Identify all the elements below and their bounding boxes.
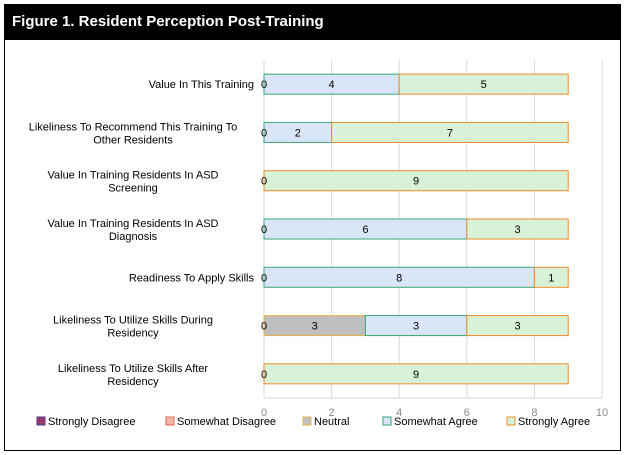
bar-segment [398, 73, 569, 95]
x-tick-label: 6 [464, 407, 470, 419]
legend-label: Neutral [314, 416, 349, 428]
data-label: 3 [413, 321, 419, 333]
data-label: 6 [362, 224, 368, 236]
legend-label: Somewhat Disagree [177, 416, 276, 428]
bar-segment [533, 266, 569, 288]
category-label: Likeliness To Utilize Skills After Reside… [58, 363, 209, 388]
zero-label: 0 [261, 224, 267, 236]
data-label: 4 [329, 79, 335, 91]
data-label: 2 [295, 127, 301, 139]
category-label: Value In Training Residents In ASD Screen… [47, 170, 218, 195]
legend-label: Strongly Agree [518, 416, 590, 428]
data-label: 3 [312, 321, 318, 333]
chart-title: Figure 1. Resident Perception Post-Train… [4, 4, 621, 40]
zero-label: 0 [261, 321, 267, 333]
x-tick-label: 2 [329, 407, 335, 419]
data-label: 8 [396, 272, 402, 284]
bar-segment [263, 170, 569, 192]
category-label-line: Value In Training Residents In ASD [47, 170, 218, 182]
x-tick-label: 8 [531, 407, 537, 419]
category-label-line: Residency [107, 328, 159, 340]
data-label: 3 [514, 321, 520, 333]
legend-swatch [506, 416, 516, 426]
category-label-line: Value In Training Residents In ASD [47, 218, 218, 230]
data-label: 9 [413, 176, 419, 188]
bar-segment [263, 363, 569, 385]
category-label-line: Residency [107, 376, 159, 388]
x-tick-label: 10 [596, 407, 608, 419]
data-label: 9 [413, 369, 419, 381]
zero-label: 0 [261, 272, 267, 284]
x-tick-label: 0 [261, 407, 267, 419]
category-label: Value In This Training [149, 79, 254, 91]
zero-label: 0 [261, 127, 267, 139]
bar-segment [466, 218, 569, 240]
legend-swatch [302, 416, 312, 426]
category-label: Readiness To Apply Skills [129, 272, 255, 284]
data-label: 7 [447, 127, 453, 139]
category-label: Value In Training Residents In ASD Diagno… [47, 218, 218, 243]
zero-label: 0 [261, 176, 267, 188]
data-label: 1 [548, 272, 554, 284]
legend-label: Somewhat Agree [394, 416, 478, 428]
category-label-line: Likeliness To Utilize Skills After [58, 363, 209, 375]
zero-label: 0 [261, 369, 267, 381]
category-label-line: Screening [108, 183, 158, 195]
bar-segment [466, 315, 569, 337]
category-label: Likeliness To Recommend This Training To… [29, 121, 238, 146]
category-label-line: Likeliness To Utilize Skills During [53, 315, 213, 327]
data-label: 3 [514, 224, 520, 236]
legend-label: Strongly Disagree [48, 416, 135, 428]
category-label-line: Likeliness To Recommend This Training To [29, 121, 238, 133]
legend-swatch [165, 416, 175, 426]
category-label-line: Other Residents [93, 134, 173, 146]
zero-label: 0 [261, 79, 267, 91]
category-label-line: Diagnosis [109, 231, 158, 243]
bar-segment [331, 121, 569, 143]
legend-swatch [382, 416, 392, 426]
category-label: Likeliness To Utilize Skills During Resid… [53, 315, 213, 340]
data-label: 5 [481, 79, 487, 91]
x-tick-label: 4 [396, 407, 402, 419]
legend-swatch [36, 416, 46, 426]
